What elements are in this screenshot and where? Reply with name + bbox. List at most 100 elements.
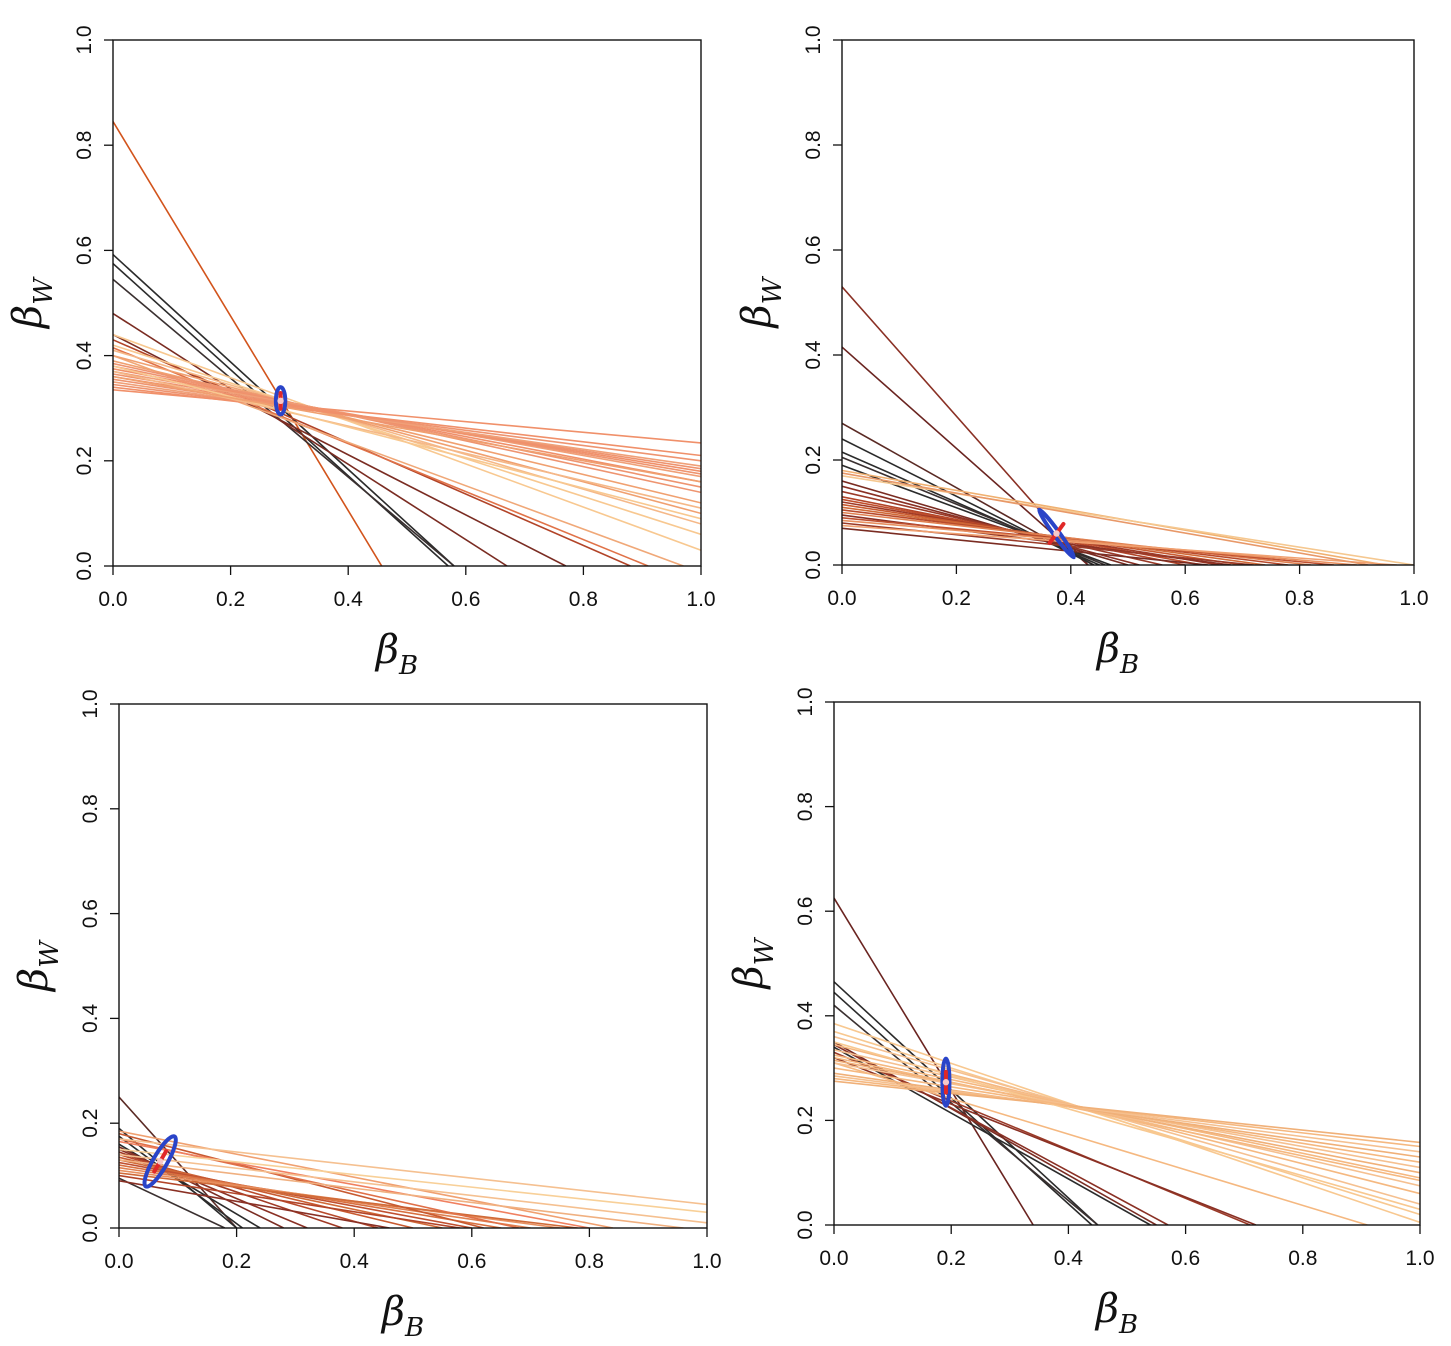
y-tick-label: 0.6 [73, 236, 96, 265]
x-tick-label: 1.0 [692, 1250, 721, 1273]
y-tick-label: 0.0 [794, 1210, 817, 1239]
series-line [113, 365, 701, 488]
series-group [842, 286, 1414, 565]
series-line [113, 383, 701, 462]
x-axis-label-sub: B [398, 651, 418, 681]
y-tick-label: 0.2 [794, 1106, 817, 1135]
series-line [834, 1075, 1420, 1153]
x-tick-label: 0.4 [1054, 1247, 1084, 1270]
x-tick-label: 0.0 [819, 1247, 848, 1270]
point-estimate [942, 1079, 950, 1086]
y-axis-label-sub: W [758, 275, 788, 304]
y-tick-label: 0.4 [73, 341, 96, 371]
series-line [834, 1072, 1420, 1158]
x-tick-label: 0.0 [827, 587, 856, 610]
y-tick-label: 0.4 [79, 1003, 102, 1033]
series-line [113, 362, 701, 494]
x-tick-label: 0.2 [942, 587, 971, 610]
series-line [113, 354, 701, 515]
y-axis-label-sub: W [750, 936, 780, 965]
x-tick-label: 0.2 [216, 588, 245, 611]
series-line [834, 1049, 1420, 1187]
plot-frame [112, 39, 702, 567]
series-line [119, 1130, 614, 1228]
series-group [113, 121, 701, 566]
confidence-ellipse [940, 1056, 952, 1108]
y-tick-label: 0.4 [802, 340, 825, 370]
y-tick-label: 0.8 [79, 794, 102, 823]
y-tick-label: 0.0 [79, 1213, 102, 1242]
series-line [113, 365, 701, 520]
x-tick-label: 0.8 [575, 1250, 604, 1273]
y-axis-label: βW [734, 275, 788, 329]
x-tick-label: 0.0 [104, 1250, 133, 1273]
y-tick-label: 0.2 [802, 445, 825, 474]
x-tick-label: 0.6 [457, 1250, 486, 1273]
y-axis-label: βW [11, 939, 65, 993]
series-line [834, 897, 1034, 1225]
y-tick-label: 0.0 [802, 550, 825, 579]
x-tick-label: 0.2 [222, 1250, 251, 1273]
series-line [113, 121, 383, 566]
y-axis-label-main: β [734, 304, 780, 329]
y-tick-label: 0.8 [802, 130, 825, 159]
x-tick-label: 0.4 [340, 1250, 370, 1273]
series-line [113, 368, 701, 483]
x-axis-label-main: β [1094, 1286, 1119, 1332]
y-tick-label: 0.8 [794, 792, 817, 821]
series-line [119, 1132, 484, 1228]
series-line [842, 524, 1397, 565]
x-axis-label-sub: B [1119, 650, 1139, 680]
y-tick-label: 0.6 [802, 235, 825, 264]
x-axis-label: βB [374, 627, 418, 681]
x-axis-label-sub: B [1118, 1310, 1138, 1340]
x-tick-label: 0.6 [451, 588, 480, 611]
x-axis-label-main: β [374, 627, 399, 673]
series-line [113, 375, 701, 483]
y-tick-label: 0.2 [73, 446, 96, 475]
x-tick-label: 0.2 [937, 1247, 966, 1270]
series-line [119, 1140, 590, 1228]
x-axis-label-main: β [380, 1289, 405, 1335]
x-tick-label: 0.4 [1056, 587, 1086, 610]
y-axis-label-main: β [11, 968, 57, 993]
series-line [119, 1159, 684, 1228]
series-line [842, 511, 1312, 565]
point-estimate [1053, 530, 1060, 537]
series-line [119, 1096, 238, 1228]
series-line [834, 1056, 1420, 1182]
x-axis-label: βB [1095, 626, 1139, 680]
series-line [834, 1051, 1251, 1225]
series-line [842, 519, 1357, 565]
series-line [113, 349, 701, 525]
x-tick-label: 0.6 [1171, 1247, 1200, 1270]
y-axis-label: βW [5, 276, 59, 330]
series-line [119, 1148, 707, 1214]
x-axis-label-main: β [1095, 626, 1120, 672]
series-line [842, 527, 1209, 565]
y-tick-label: 0.6 [794, 897, 817, 926]
series-line [834, 1080, 1420, 1144]
series-line [834, 1046, 1151, 1225]
series-line [119, 1161, 472, 1228]
series-line [834, 1041, 1420, 1211]
x-tick-label: 0.8 [569, 588, 598, 611]
series-line [834, 1030, 1420, 1216]
x-axis-label: βB [380, 1289, 424, 1343]
plot-frame [118, 703, 708, 1229]
x-axis-label-sub: B [404, 1313, 424, 1343]
y-axis-label-sub: W [35, 939, 65, 968]
y-tick-label: 1.0 [79, 689, 102, 718]
y-axis-label: βW [726, 936, 780, 990]
series-line [119, 1138, 707, 1206]
y-tick-label: 0.2 [79, 1109, 102, 1138]
x-tick-label: 1.0 [686, 588, 715, 611]
x-tick-label: 0.8 [1285, 587, 1314, 610]
confidence-ellipse [273, 385, 288, 417]
series-line [834, 1035, 1420, 1205]
y-tick-label: 0.8 [73, 131, 96, 160]
